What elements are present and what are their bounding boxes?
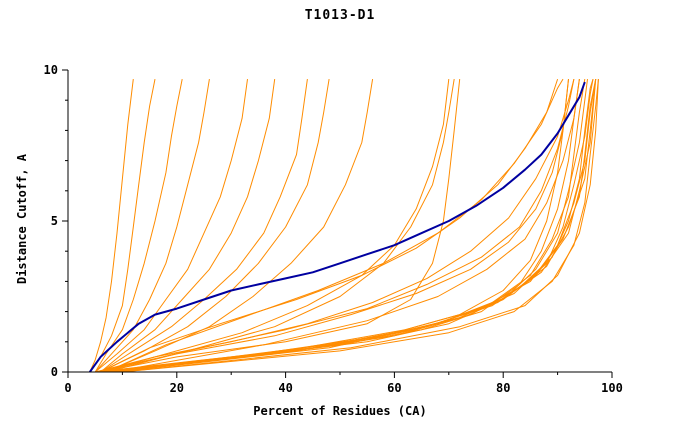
curve-model-14 bbox=[100, 79, 586, 373]
x-tick-label: 0 bbox=[64, 381, 71, 395]
curve-model-08 bbox=[100, 79, 330, 373]
curve-model-20 bbox=[116, 79, 597, 373]
curve-model-02 bbox=[89, 79, 156, 373]
x-tick-label: 100 bbox=[601, 381, 623, 395]
curve-model-22 bbox=[95, 79, 569, 373]
curve-model-18 bbox=[111, 79, 597, 373]
curve-model-26 bbox=[122, 79, 599, 373]
curve-model-30 bbox=[111, 79, 580, 373]
curve-highlight-blue bbox=[88, 81, 586, 373]
curve-model-12 bbox=[95, 79, 569, 373]
curve-model-21 bbox=[116, 79, 597, 373]
x-tick-label: 80 bbox=[496, 381, 510, 395]
curve-model-16 bbox=[106, 79, 594, 373]
x-tick-label: 40 bbox=[278, 381, 292, 395]
y-tick-label: 10 bbox=[44, 63, 58, 77]
x-axis-label: Percent of Residues (CA) bbox=[253, 404, 427, 418]
y-tick-label: 0 bbox=[51, 365, 58, 379]
chart-title: T1013-D1 bbox=[304, 8, 376, 23]
curve-model-06 bbox=[100, 79, 276, 373]
curve-model-10 bbox=[100, 79, 450, 373]
curve-model-24 bbox=[100, 78, 559, 373]
y-tick-label: 5 bbox=[51, 214, 58, 228]
curve-model-01 bbox=[89, 79, 134, 373]
curve-model-07 bbox=[100, 79, 308, 373]
x-tick-label: 20 bbox=[170, 381, 184, 395]
x-tick-label: 60 bbox=[387, 381, 401, 395]
curve-model-25 bbox=[105, 78, 564, 373]
curve-model-28 bbox=[100, 79, 461, 373]
curve-model-27 bbox=[122, 79, 599, 373]
curve-model-04 bbox=[94, 79, 210, 373]
curve-model-15 bbox=[100, 79, 588, 373]
curve-model-11 bbox=[105, 79, 455, 373]
curve-model-19 bbox=[111, 79, 597, 373]
curve-model-05 bbox=[94, 79, 248, 373]
curve-model-09 bbox=[105, 79, 374, 373]
curve-model-03 bbox=[94, 79, 183, 373]
